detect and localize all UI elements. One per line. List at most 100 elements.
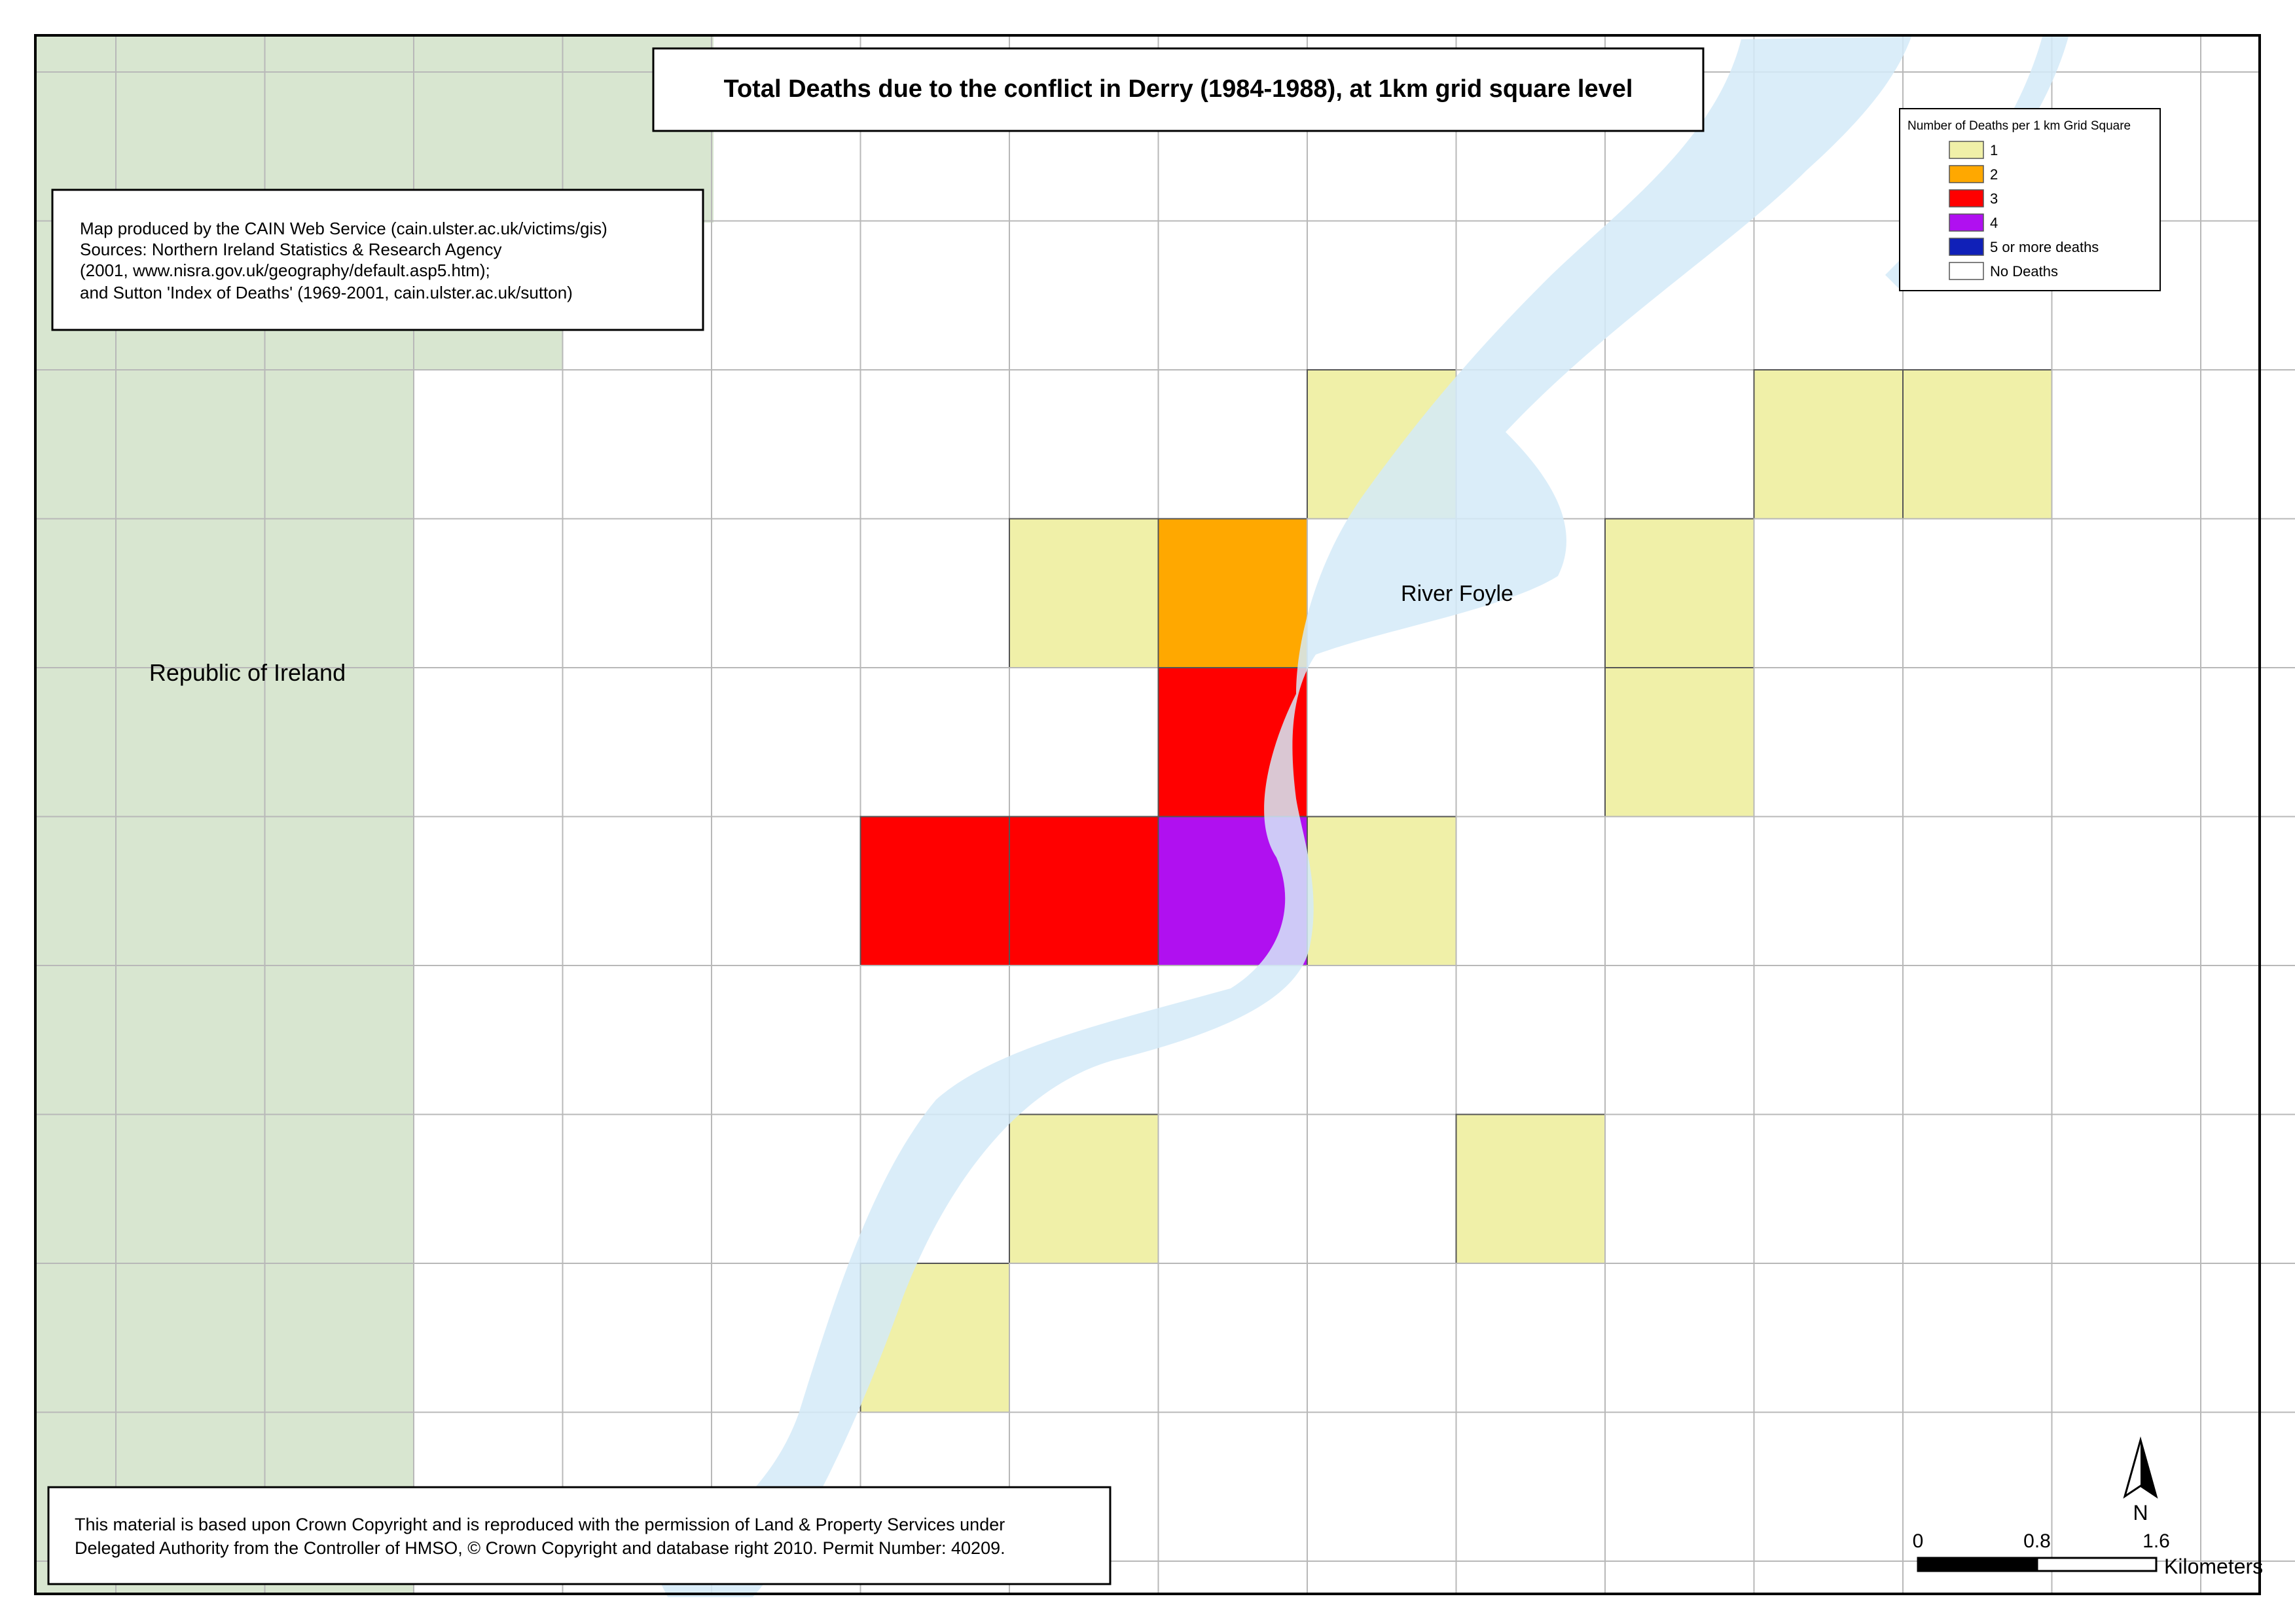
grid-square-6-4 — [1009, 1263, 1159, 1413]
north-label: N — [2133, 1501, 2148, 1525]
scale-tick-1.6: 1.6 — [2142, 1530, 2170, 1552]
grid-square-2-11 — [2051, 667, 2201, 818]
grid-square-4-10 — [1902, 965, 2053, 1115]
grid-square-4-2 — [711, 965, 861, 1115]
legend-label-2: 3 — [1990, 190, 1998, 207]
grid-square-6-10 — [1902, 1263, 2053, 1413]
grid-square-0-5 — [1157, 369, 1308, 520]
source-note-line-1: Map produced by the CAIN Web Service (ca… — [80, 219, 607, 238]
grid-square-7-5 — [1157, 1411, 1308, 1562]
grid-square-2-1 — [562, 667, 712, 818]
scale-tick-0.8: 0.8 — [2023, 1530, 2051, 1552]
grid-square-1-12 — [2200, 518, 2295, 668]
scale-unit: Kilometers — [2164, 1555, 2263, 1578]
grid-square-1-3 — [859, 518, 1010, 668]
grid-square-0-8 — [1604, 369, 1755, 520]
grid-square-5-12 — [2200, 1113, 2295, 1264]
grid-square-1-1 — [562, 518, 712, 668]
grid-square-1-9 — [1753, 518, 1904, 668]
source-note-line-3: (2001, www.nisra.gov.uk/geography/defaul… — [80, 261, 490, 280]
map-frame — [34, 34, 2261, 1595]
grid-square-2-7 — [1455, 667, 1606, 818]
grid-square-5-1 — [562, 1113, 712, 1264]
grid-square-5-6 — [1307, 1113, 1457, 1264]
grid-square-7-12 — [2200, 1411, 2295, 1562]
grid-square-0-10 — [1902, 369, 2053, 520]
grid-square-6-5 — [1157, 1263, 1308, 1413]
river-foyle — [655, 37, 2069, 1597]
grid-square-6-11 — [2051, 1263, 2201, 1413]
grid-square-3-1 — [562, 816, 712, 966]
legend-swatch-5 — [1949, 262, 1984, 280]
grid-square-0-4 — [1009, 369, 1159, 520]
grid-square-4-6 — [1307, 965, 1457, 1115]
grid-square-4-1 — [562, 965, 712, 1115]
grid-square-1-11 — [2051, 518, 2201, 668]
grid-square-6-7 — [1455, 1263, 1606, 1413]
legend-label-1: 2 — [1990, 166, 1998, 183]
grid-square-2-8 — [1604, 667, 1755, 818]
grid-square-5-0 — [413, 1113, 564, 1264]
grid-square-7-8 — [1604, 1411, 1755, 1562]
grid-square-6-9 — [1753, 1263, 1904, 1413]
grid-square-4-12 — [2200, 965, 2295, 1115]
grid-square-7-7 — [1455, 1411, 1606, 1562]
grid-square-4-9 — [1753, 965, 1904, 1115]
grid-square-3-0 — [413, 816, 564, 966]
legend-swatch-1 — [1949, 165, 1984, 183]
grid-square-3-2 — [711, 816, 861, 966]
legend-swatch-4 — [1949, 238, 1984, 256]
scale-tick-0: 0 — [1913, 1530, 1924, 1552]
legend-label-4: 5 or more deaths — [1990, 239, 2099, 255]
grid-square-0-12 — [2200, 369, 2295, 520]
grid-square-0-3 — [859, 369, 1010, 520]
grid-square-2-3 — [859, 667, 1010, 818]
grid-square-3-9 — [1753, 816, 1904, 966]
grid-square-3-4 — [1009, 816, 1159, 966]
map-title: Total Deaths due to the conflict in Derr… — [724, 75, 1633, 103]
grid-square-2-4 — [1009, 667, 1159, 818]
grid-square-3-12 — [2200, 816, 2295, 966]
grid-square-1-8 — [1604, 518, 1755, 668]
grid-square-4-8 — [1604, 965, 1755, 1115]
grid-square-2-9 — [1753, 667, 1904, 818]
grid-square-1-5 — [1157, 518, 1308, 668]
grid-square-6-0 — [413, 1263, 564, 1413]
grid-square-4-0 — [413, 965, 564, 1115]
source-note-line-4: and Sutton 'Index of Deaths' (1969-2001,… — [80, 283, 573, 302]
grid-square-4-11 — [2051, 965, 2201, 1115]
grid-square-4-7 — [1455, 965, 1606, 1115]
grid-square-7-9 — [1753, 1411, 1904, 1562]
legend-label-3: 4 — [1990, 215, 1998, 231]
copyright-note-line-1: This material is based upon Crown Copyri… — [75, 1515, 1005, 1534]
copyright-note-box: This material is based upon Crown Copyri… — [47, 1486, 1111, 1585]
grid-square-1-4 — [1009, 518, 1159, 668]
legend-label-5: No Deaths — [1990, 263, 2058, 280]
grid-square-5-5 — [1157, 1113, 1308, 1264]
source-note-line-2: Sources: Northern Ireland Statistics & R… — [80, 240, 502, 259]
grid-square-0-11 — [2051, 369, 2201, 520]
grid-square-5-9 — [1753, 1113, 1904, 1264]
river-foyle-label: River Foyle — [1401, 581, 1513, 606]
legend-label-0: 1 — [1990, 142, 1998, 158]
grid-square-5-8 — [1604, 1113, 1755, 1264]
grid-square-0-1 — [562, 369, 712, 520]
republic-of-ireland-label: Republic of Ireland — [149, 659, 346, 686]
legend: Number of Deaths per 1 km Grid Square 1 2… — [1899, 108, 2161, 291]
grid-square-5-10 — [1902, 1113, 2053, 1264]
grid-square-3-11 — [2051, 816, 2201, 966]
legend-swatch-0 — [1949, 141, 1984, 159]
legend-swatch-2 — [1949, 189, 1984, 208]
grid-square-2-12 — [2200, 667, 2295, 818]
grid-square-5-2 — [711, 1113, 861, 1264]
grid-square-5-11 — [2051, 1113, 2201, 1264]
source-note-box: Map produced by the CAIN Web Service (ca… — [51, 189, 704, 331]
grid-square-6-6 — [1307, 1263, 1457, 1413]
north-arrow-icon: N — [2123, 1436, 2158, 1525]
grid-square-3-10 — [1902, 816, 2053, 966]
republic-of-ireland-land — [37, 37, 714, 1594]
grid-square-0-2 — [711, 369, 861, 520]
grid-square-1-0 — [413, 518, 564, 668]
scale-bar: 0 0.8 1.6 Kilometers — [1913, 1530, 2264, 1578]
